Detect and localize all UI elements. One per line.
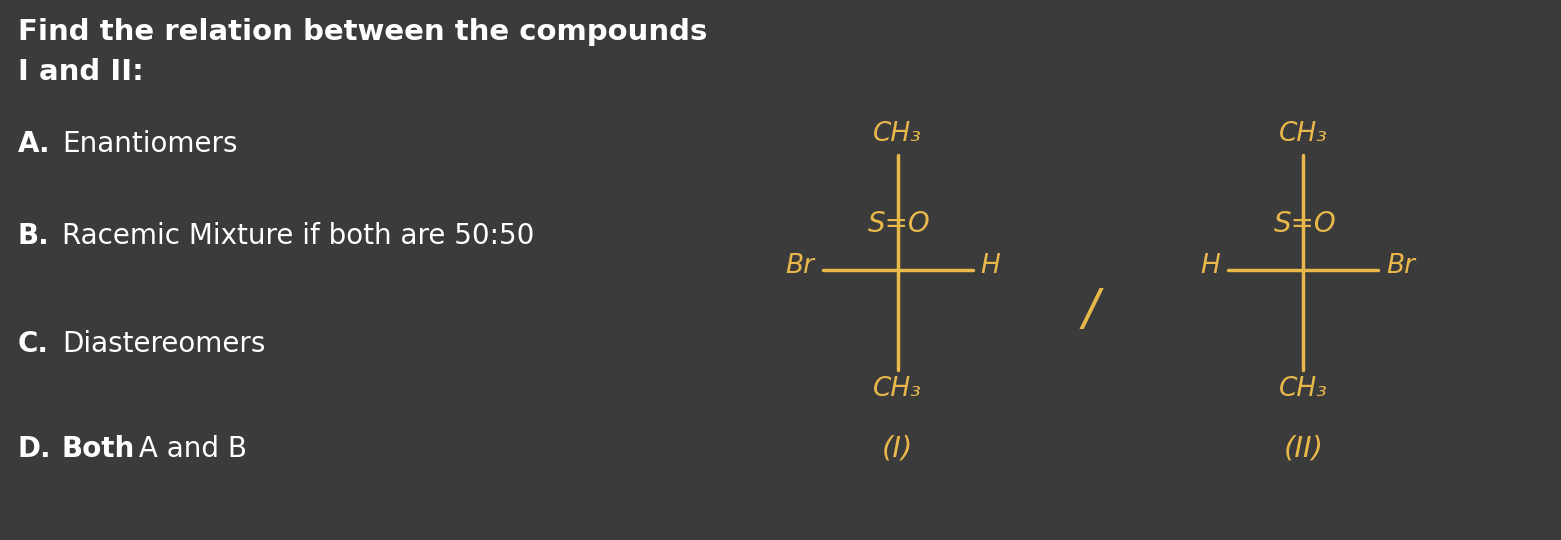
Text: Enantiomers: Enantiomers [62,130,237,158]
Text: D.: D. [19,435,52,463]
Text: CH₃: CH₃ [1278,376,1328,402]
Text: Diastereomers: Diastereomers [62,330,265,358]
Text: /: / [1082,286,1099,334]
Text: (II): (II) [1283,435,1324,463]
Text: Br: Br [785,253,815,279]
Text: A.: A. [19,130,50,158]
Text: Find the relation between the compounds: Find the relation between the compounds [19,18,707,46]
Text: Both: Both [62,435,136,463]
Text: B.: B. [19,222,50,250]
Text: A and B: A and B [130,435,247,463]
Text: C.: C. [19,330,48,358]
Text: (I): (I) [882,435,913,463]
Text: H: H [1200,253,1221,279]
Text: CH₃: CH₃ [873,121,923,147]
Text: Racemic Mixture if both are 50:50: Racemic Mixture if both are 50:50 [62,222,534,250]
Text: I and II:: I and II: [19,58,144,86]
Text: S=O: S=O [1274,210,1336,238]
Text: Br: Br [1386,253,1416,279]
Text: CH₃: CH₃ [1278,121,1328,147]
Text: S=O: S=O [868,210,930,238]
Text: H: H [980,253,1001,279]
Text: CH₃: CH₃ [873,376,923,402]
